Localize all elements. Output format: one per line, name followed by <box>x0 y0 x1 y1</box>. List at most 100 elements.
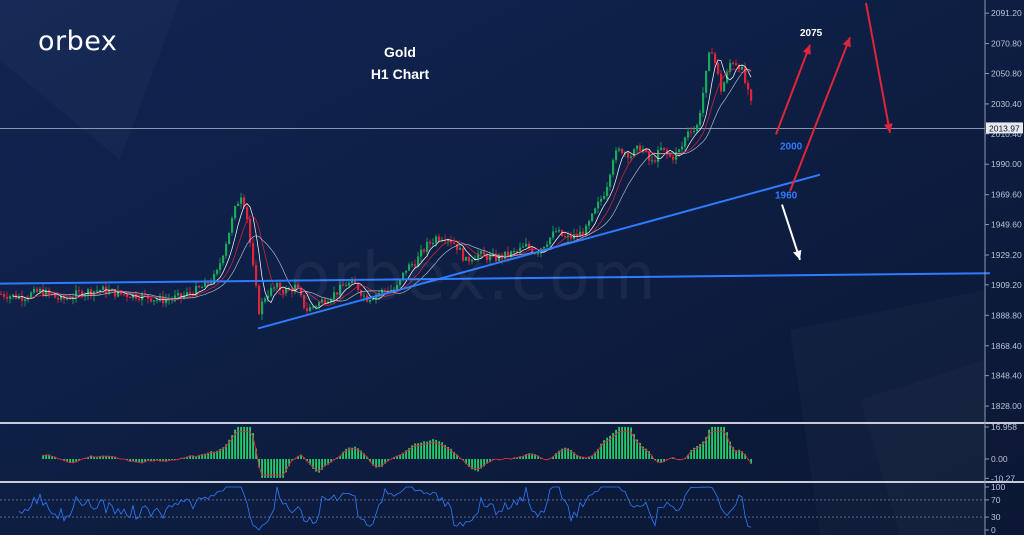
candle-body <box>93 291 96 296</box>
macd-bar <box>645 448 647 459</box>
candle-body <box>744 66 747 83</box>
candle-body <box>489 255 492 261</box>
macd-bar <box>162 459 164 462</box>
macd-bar <box>630 427 632 459</box>
macd-bar <box>96 456 98 459</box>
candle-body <box>123 294 126 296</box>
candle-body <box>63 295 66 299</box>
candle-body <box>120 290 123 295</box>
candle-body <box>66 298 69 300</box>
macd-bar <box>327 459 329 465</box>
candle-body <box>102 286 105 291</box>
candle-body <box>474 258 477 261</box>
macd-bar <box>513 457 515 459</box>
macd-bar <box>468 459 470 467</box>
candle-body <box>312 306 315 308</box>
candle-body <box>387 290 390 292</box>
macd-bar <box>426 441 428 459</box>
y-tick-label: 1969.60 <box>991 190 1022 200</box>
candle-body <box>306 308 309 312</box>
candle-body <box>216 269 219 275</box>
support-trendline <box>257 173 821 330</box>
y-tick-label: 1990.00 <box>991 159 1022 169</box>
red-arrow-head <box>802 44 811 55</box>
macd-bar <box>660 459 662 463</box>
candle-body <box>420 249 423 257</box>
candle-body <box>138 298 141 300</box>
macd-bar <box>318 459 320 473</box>
macd-bar <box>249 426 251 459</box>
candle-body <box>429 241 432 244</box>
candle-body <box>477 253 480 259</box>
candle-body <box>6 296 9 299</box>
macd-bar <box>321 459 323 470</box>
macd-bar <box>339 455 341 459</box>
macd-bar <box>252 433 254 459</box>
candle-body <box>69 298 72 300</box>
candle-body <box>669 153 672 157</box>
chart-title: Gold <box>384 44 416 60</box>
candle-body <box>336 292 339 295</box>
macd-bar <box>345 448 347 459</box>
macd-bar <box>579 456 581 459</box>
candle-body <box>453 242 456 244</box>
candle-body <box>273 287 276 289</box>
macd-bar <box>603 440 605 459</box>
red-arrow-head <box>842 37 851 48</box>
candle-body <box>603 195 606 199</box>
macd-bar <box>246 426 248 459</box>
candle-body <box>615 150 618 161</box>
candle-body <box>258 285 261 315</box>
candle-body <box>372 298 375 300</box>
rsi-tick-label: 0 <box>991 525 996 535</box>
candle-body <box>414 264 417 267</box>
macd-bar <box>348 447 350 459</box>
candle-body <box>705 70 708 93</box>
candle-body <box>702 92 705 113</box>
candle-body <box>645 149 648 152</box>
macd-bar <box>642 446 644 459</box>
macd-bar <box>48 454 50 459</box>
candle-body <box>546 244 549 247</box>
forecast-arrows <box>775 2 893 261</box>
candle-body <box>468 256 471 262</box>
macd-bar <box>522 455 524 459</box>
y-tick-label: 2010.40 <box>991 129 1022 139</box>
macd-bar <box>210 451 212 459</box>
macd-bar <box>324 459 326 467</box>
macd-bar <box>738 449 740 459</box>
candle-body <box>609 174 612 187</box>
candle-body <box>348 282 351 286</box>
macd-bar <box>750 459 752 464</box>
candle-body <box>681 146 684 150</box>
macd-bar <box>693 447 695 459</box>
macd-bar <box>489 459 491 463</box>
macd-bar <box>273 459 275 478</box>
candle-body <box>750 89 753 101</box>
y-tick-label: 1848.40 <box>991 371 1022 381</box>
macd-bar <box>531 453 533 459</box>
macd-bar <box>597 448 599 459</box>
candle-body <box>714 53 717 63</box>
candle-body <box>684 137 687 147</box>
macd-bar <box>291 459 293 461</box>
macd-bar <box>429 440 431 459</box>
red-arrow-head <box>884 123 893 133</box>
macd-bar <box>93 456 95 459</box>
candle-body <box>126 294 129 297</box>
macd-bar <box>741 451 743 459</box>
candle-body <box>36 288 39 292</box>
macd-bar <box>189 455 191 459</box>
candle-body <box>711 52 714 54</box>
macd-bar <box>288 459 290 466</box>
candle-body <box>279 282 282 290</box>
candle-body <box>504 251 507 259</box>
candle-body <box>180 293 183 298</box>
candle-body <box>24 299 27 301</box>
candle-body <box>600 198 603 202</box>
macd-bar <box>270 459 272 478</box>
macd-bar <box>420 442 422 459</box>
chart-subtitle: H1 Chart <box>370 66 430 82</box>
macd-bar <box>744 453 746 459</box>
macd-bar <box>360 450 362 459</box>
